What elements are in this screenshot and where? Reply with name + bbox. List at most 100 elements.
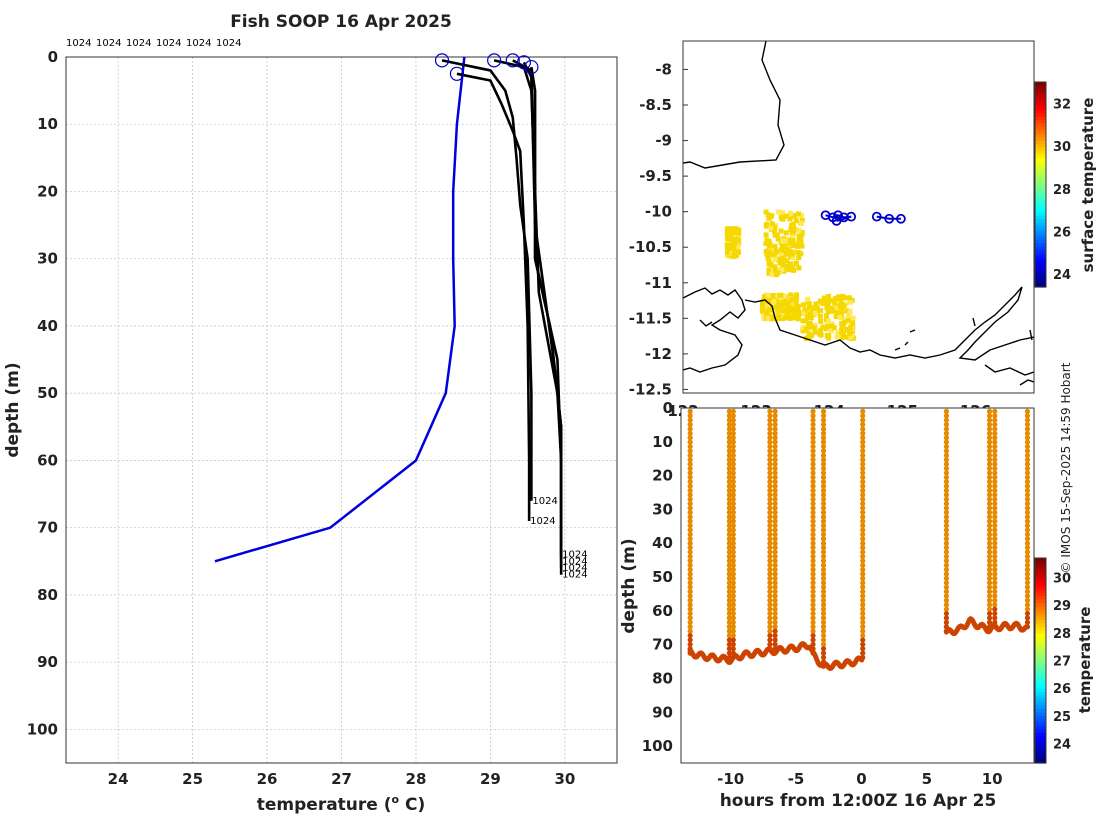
scatter-point (687, 487, 693, 494)
scatter-point (730, 536, 736, 542)
scatter-point (986, 523, 993, 529)
scatter-point (986, 501, 993, 507)
scatter-point (767, 602, 773, 608)
scatter-x-axis-label: hours from 12:00Z 16 Apr 25 (720, 791, 997, 811)
scatter-point (810, 448, 816, 454)
sst-cell (765, 255, 771, 261)
sst-cell (817, 298, 823, 304)
y-tick-label: 40 (37, 317, 58, 335)
scatter-point (687, 483, 693, 489)
scatter-point (772, 483, 778, 489)
sst-cell (727, 243, 733, 249)
colorbar-cell (1035, 701, 1046, 706)
scatter-point (810, 461, 816, 467)
scatter-point (820, 615, 827, 621)
colorbar-cell (1035, 194, 1046, 199)
sst-cell (818, 308, 824, 314)
colorbar-cell (1035, 259, 1046, 264)
scatter-point (860, 610, 866, 617)
map-y-tick-label: -12 (645, 345, 672, 363)
scatter-point (820, 496, 827, 502)
scatter-point (772, 408, 778, 414)
scatter-point (730, 501, 736, 507)
scatter-point (687, 417, 693, 423)
scatter-point (772, 584, 778, 590)
scatter-point (860, 487, 866, 494)
sst-cell (768, 225, 774, 231)
scatter-point (810, 421, 816, 428)
scatter-point (767, 536, 773, 542)
colorbar-cell (1035, 92, 1046, 97)
scatter-point (730, 615, 736, 621)
scatter-point (730, 457, 736, 463)
coastline-islands (699, 317, 1033, 351)
scatter-point (1024, 492, 1031, 498)
scatter-point (772, 540, 778, 546)
top-label: 1024 (216, 38, 241, 49)
scatter-point (860, 588, 866, 595)
scatter-point (1024, 602, 1031, 608)
scatter-point (810, 514, 816, 520)
sst-colorbar: 24 26 28 30 32 (1034, 81, 1071, 288)
profile-end-label: 1024 (562, 563, 587, 574)
sst-cell (812, 310, 818, 316)
scatter-point (730, 593, 736, 599)
scatter-point (860, 452, 866, 458)
sst-cell (799, 229, 805, 235)
sst-cell (791, 294, 797, 300)
scatter-point (860, 461, 866, 467)
scatter-point (767, 637, 773, 643)
scatter-point (943, 408, 950, 414)
scatter-point (730, 408, 736, 414)
sst-cell (835, 330, 841, 336)
sst-cell (795, 316, 801, 322)
scatter-point (820, 646, 827, 652)
sst-cell (786, 266, 792, 272)
sst-cell (779, 267, 785, 273)
colorbar-cell (1035, 667, 1046, 672)
colorbar-cell (1035, 201, 1046, 206)
scatter-point (687, 624, 693, 630)
scatter-y-tick-label: 70 (652, 636, 673, 654)
colorbar-tick-label: 27 (1053, 655, 1071, 670)
colorbar-cell (1035, 663, 1046, 668)
scatter-point (687, 575, 693, 582)
sst-cell (796, 227, 802, 233)
scatter-point (1024, 584, 1031, 590)
sst-cell (780, 262, 786, 268)
scatter-point (820, 637, 827, 643)
sst-cell (847, 299, 853, 305)
scatter-point (992, 571, 998, 577)
scatter-point (687, 545, 693, 551)
top-label: 1024 (96, 38, 121, 49)
colorbar-cell (1035, 184, 1046, 189)
scatter-point (687, 523, 693, 529)
scatter-point (767, 549, 773, 555)
scatter-point (810, 505, 816, 511)
colorbar-cell (1035, 123, 1046, 128)
sst-cell (800, 311, 806, 317)
sst-cell (785, 306, 791, 312)
sst-cell (791, 212, 797, 218)
sst-cell (795, 211, 801, 217)
sst-cell (820, 324, 826, 330)
scatter-point (687, 637, 693, 643)
scatter-point (767, 452, 773, 458)
colorbar-cell (1035, 164, 1046, 169)
scatter-point (860, 624, 866, 630)
scatter-point (992, 606, 998, 612)
colorbar-cell (1035, 711, 1046, 716)
top-label: 1024 (126, 38, 151, 49)
scatter-point (767, 615, 773, 621)
colorbar-cell (1035, 85, 1046, 90)
scatter-point (767, 575, 773, 582)
colorbar-cell (1035, 687, 1046, 692)
scatter-point (767, 483, 773, 489)
scatter-point (726, 501, 732, 507)
scatter-point (726, 593, 732, 599)
sst-cell (773, 249, 779, 255)
scatter-point (730, 439, 736, 445)
scatter-point (1024, 474, 1031, 480)
colorbar-cell (1035, 605, 1046, 610)
